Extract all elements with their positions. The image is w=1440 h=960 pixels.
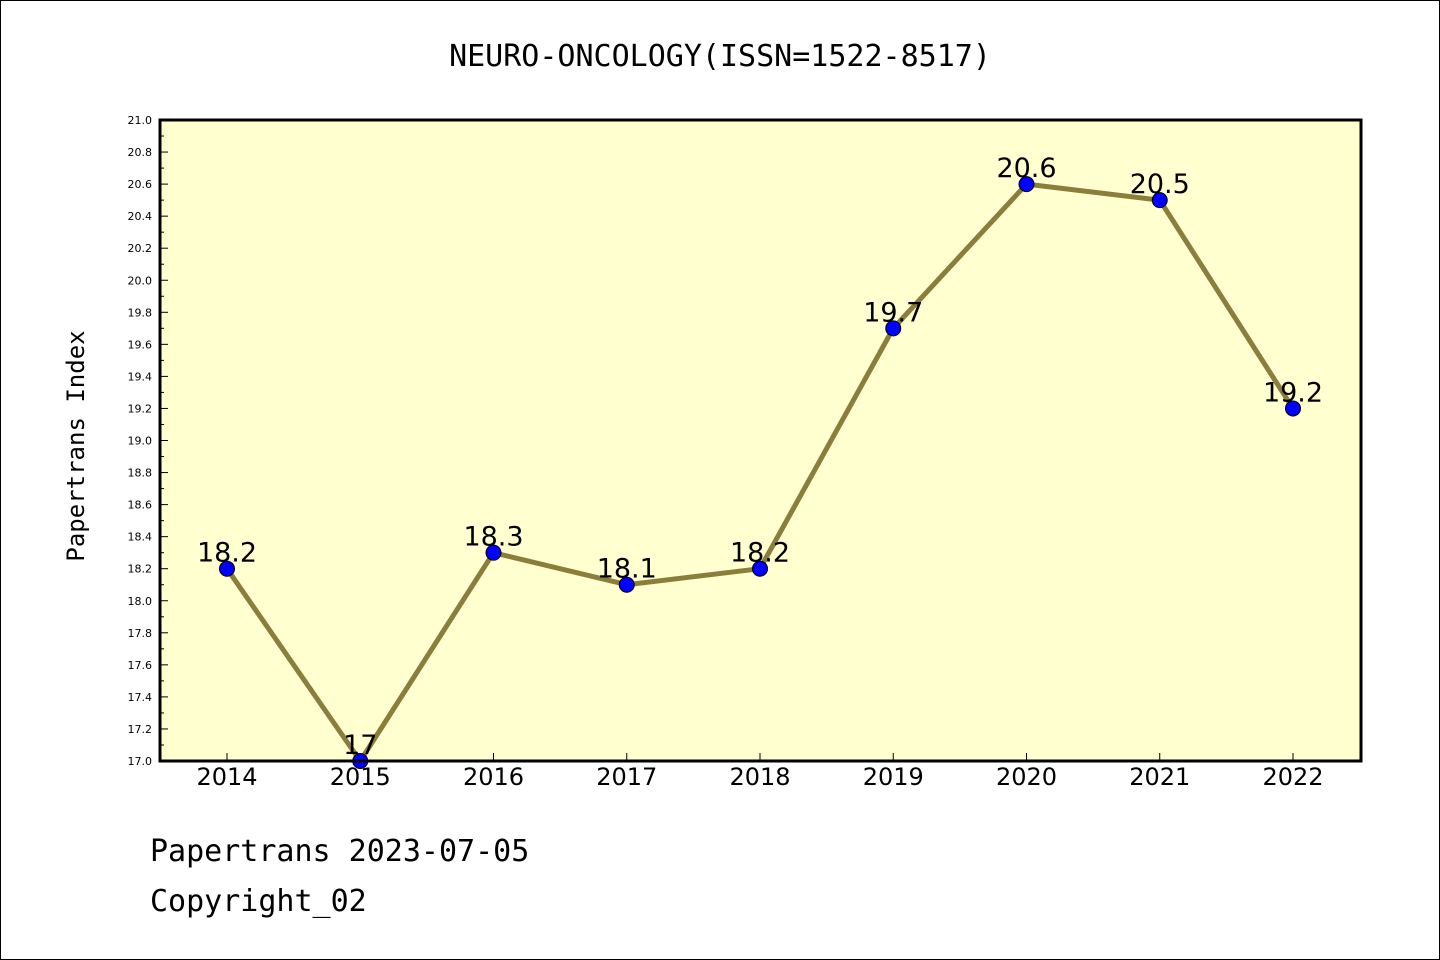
- plot-border: [158, 118, 1363, 763]
- x-tick-label: 2017: [596, 763, 657, 791]
- data-point: [885, 320, 902, 337]
- y-tick-label: 19.4: [128, 370, 153, 383]
- footer-copyright: Copyright_02: [150, 884, 367, 919]
- y-tick-label: 21.0: [128, 114, 153, 127]
- x-tick-label: 2020: [996, 763, 1057, 791]
- data-label: 18.2: [197, 538, 257, 569]
- chart-title: NEURO-ONCOLOGY(ISSN=1522-8517): [449, 39, 991, 74]
- data-label: 17: [343, 730, 377, 761]
- y-tick-label: 18.6: [128, 499, 153, 512]
- y-tick-label: 17.8: [128, 627, 153, 640]
- data-point: [1018, 176, 1035, 193]
- y-tick-label: 20.4: [128, 210, 153, 223]
- y-tick-label: 20.8: [128, 146, 153, 159]
- x-tick-label: 2021: [1129, 763, 1190, 791]
- y-tick-label: 19.6: [128, 338, 153, 351]
- y-tick-label: 20.6: [128, 178, 153, 191]
- data-label: 19.7: [863, 297, 923, 328]
- data-label: 18.2: [730, 538, 790, 569]
- y-tick-label: 17.2: [128, 723, 153, 736]
- y-tick-label: 19.2: [128, 402, 153, 415]
- data-label: 19.2: [1263, 377, 1323, 408]
- x-tick-label: 2016: [463, 763, 524, 791]
- footer-date-line: Papertrans 2023-07-05: [150, 834, 530, 869]
- data-point: [1285, 400, 1301, 417]
- x-tick-label: 2022: [1262, 763, 1323, 791]
- y-tick-label: 18.0: [128, 595, 153, 608]
- data-point: [752, 560, 768, 577]
- y-tick-label: 17.4: [128, 691, 153, 704]
- y-tick-label: 18.4: [128, 531, 153, 544]
- y-tick-label: 19.0: [128, 435, 153, 448]
- y-tick-label: 18.8: [128, 467, 153, 480]
- data-label: 18.3: [463, 522, 523, 553]
- data-point: [219, 560, 235, 577]
- data-point: [485, 544, 502, 561]
- data-point: [618, 576, 635, 593]
- data-label: 20.5: [1130, 169, 1190, 200]
- y-tick-label: 20.2: [128, 242, 153, 255]
- x-tick-label: 2014: [196, 763, 257, 791]
- y-tick-label: 19.8: [128, 306, 153, 319]
- data-label: 20.6: [996, 153, 1056, 184]
- data-label: 18.1: [597, 554, 657, 585]
- data-point: [1151, 192, 1168, 209]
- y-tick-label: 17.0: [128, 755, 153, 768]
- y-tick-label: 20.0: [128, 274, 153, 287]
- y-axis-label: Papertrans Index: [62, 330, 90, 561]
- x-tick-label: 2018: [729, 763, 790, 791]
- y-tick-label: 17.6: [128, 659, 153, 672]
- plot-area: [160, 120, 1361, 761]
- x-tick-label: 2019: [863, 763, 924, 791]
- y-tick-label: 18.2: [128, 563, 153, 576]
